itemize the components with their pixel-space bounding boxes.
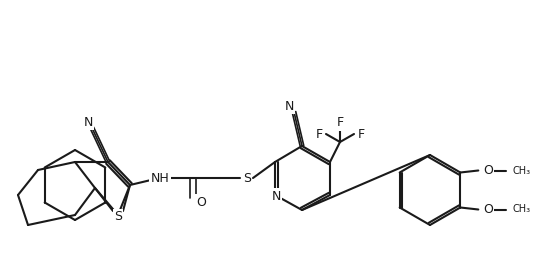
- Text: CH₃: CH₃: [512, 166, 530, 176]
- Text: N: N: [285, 100, 294, 113]
- Text: O: O: [484, 164, 493, 177]
- Text: N: N: [271, 189, 281, 202]
- Text: S: S: [243, 171, 251, 184]
- Text: F: F: [357, 128, 364, 140]
- Text: S: S: [114, 211, 122, 224]
- Text: F: F: [316, 128, 323, 140]
- Text: NH: NH: [151, 171, 169, 184]
- Text: F: F: [336, 117, 344, 130]
- Text: N: N: [83, 116, 92, 129]
- Text: O: O: [196, 196, 206, 209]
- Text: O: O: [484, 203, 493, 216]
- Text: CH₃: CH₃: [512, 204, 530, 214]
